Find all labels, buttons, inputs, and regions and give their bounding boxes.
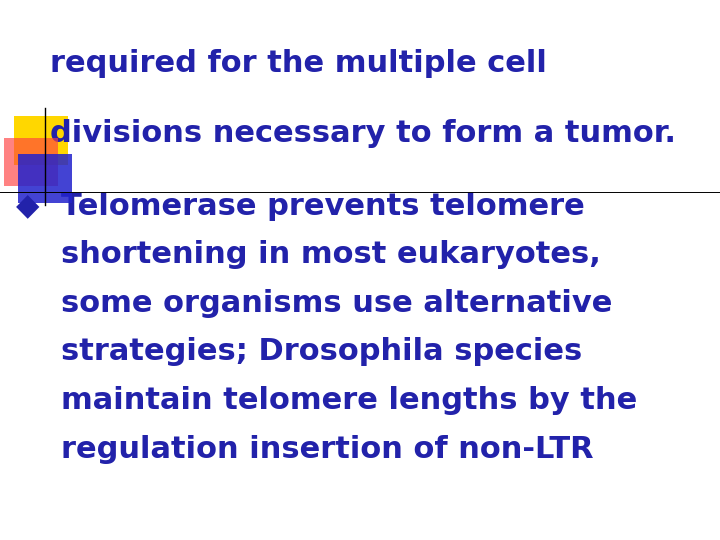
Text: required for the multiple cell: required for the multiple cell [50, 49, 547, 78]
Text: shortening in most eukaryotes,: shortening in most eukaryotes, [61, 240, 601, 269]
Bar [4, 138, 58, 186]
Text: ◆: ◆ [16, 192, 40, 221]
Text: some organisms use alternative: some organisms use alternative [61, 289, 613, 318]
Text: strategies; Drosophila species: strategies; Drosophila species [61, 338, 582, 367]
Text: divisions necessary to form a tumor.: divisions necessary to form a tumor. [50, 119, 676, 148]
Text: maintain telomere lengths by the: maintain telomere lengths by the [61, 386, 637, 415]
Bar [18, 154, 72, 202]
Text: Telomerase prevents telomere: Telomerase prevents telomere [61, 192, 585, 221]
Bar [14, 116, 68, 165]
Text: regulation insertion of non-LTR: regulation insertion of non-LTR [61, 435, 594, 464]
